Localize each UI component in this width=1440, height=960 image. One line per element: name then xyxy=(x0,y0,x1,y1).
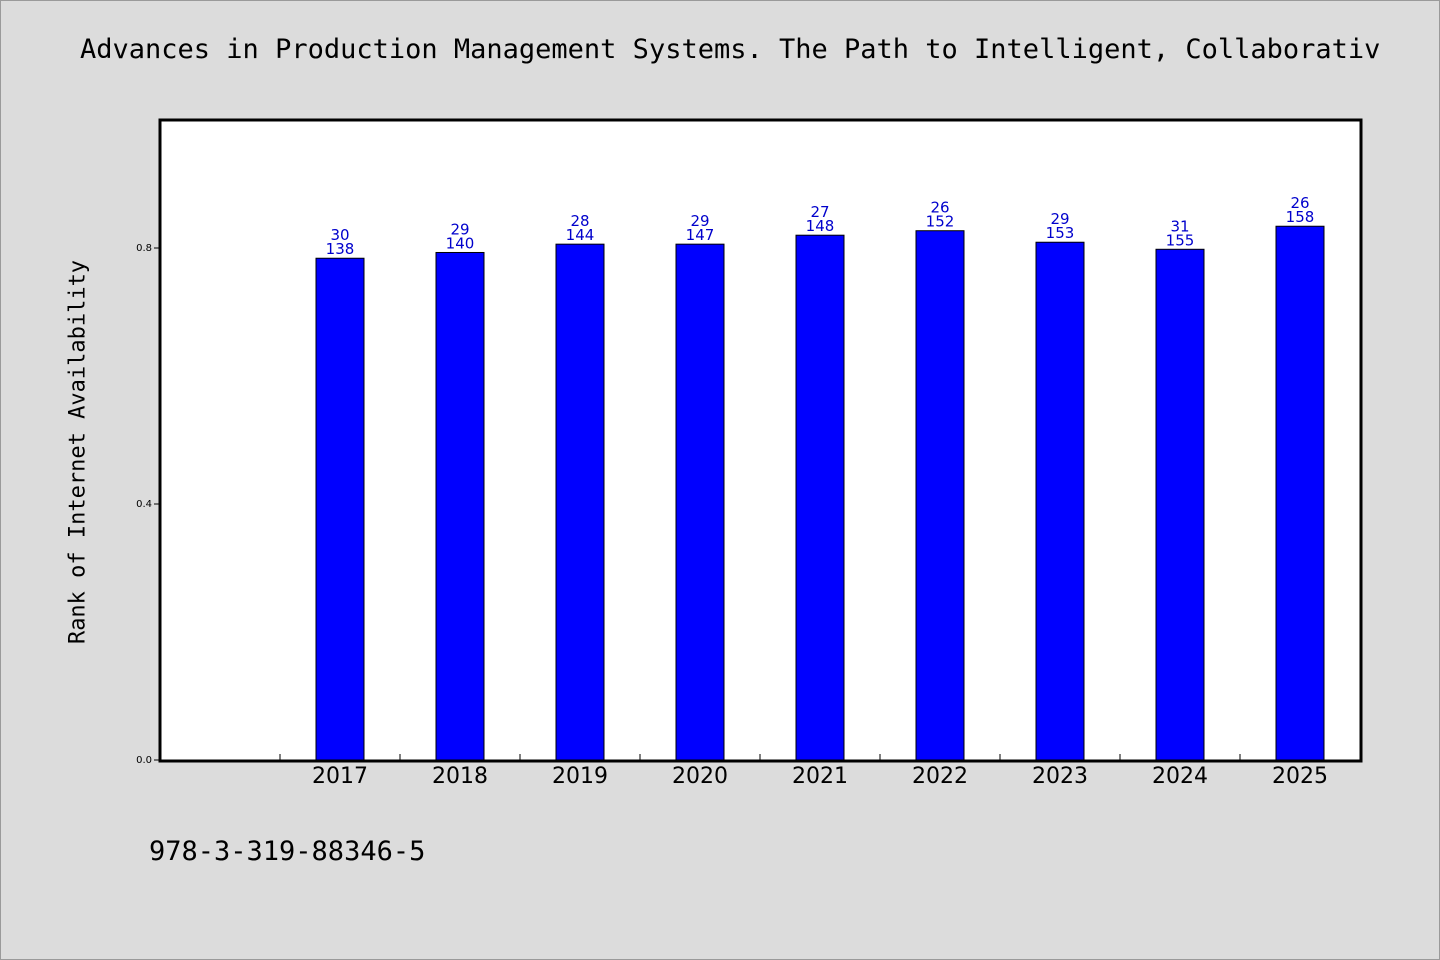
isbn-footer: 978-3-319-88346-5 xyxy=(149,836,426,867)
bar-label-bottom: 158 xyxy=(1286,208,1315,226)
bar-label-bottom: 153 xyxy=(1046,224,1075,242)
chart-title: Advances in Production Management System… xyxy=(80,34,1381,65)
x-tick-label: 2018 xyxy=(432,764,488,789)
x-tick-label: 2019 xyxy=(552,764,608,789)
bar-2019 xyxy=(555,243,605,761)
y-tick-label: 0.0 xyxy=(136,755,152,766)
bar-label-top: 29 xyxy=(450,220,469,238)
x-tick-label: 2020 xyxy=(672,764,728,789)
bar-2020 xyxy=(675,243,725,761)
y-axis-label: Rank of Internet Availability xyxy=(65,259,91,645)
y-tick-label: 0.4 xyxy=(136,499,152,510)
bar-label-top: 26 xyxy=(930,199,949,217)
bar-label-top: 27 xyxy=(810,203,829,221)
bar-label-bottom: 144 xyxy=(566,226,595,244)
x-tick-label: 2023 xyxy=(1032,764,1088,789)
y-tick-label: 0.8 xyxy=(136,243,152,254)
x-tick-label: 2017 xyxy=(312,764,368,789)
bar-2018 xyxy=(435,251,485,761)
bar-2022 xyxy=(915,230,965,761)
bar-2024 xyxy=(1155,248,1205,761)
bar-label-top: 29 xyxy=(1050,210,1069,228)
bar-label-bottom: 147 xyxy=(686,226,715,244)
bar-label-top: 29 xyxy=(690,212,709,230)
bar-label-bottom: 140 xyxy=(446,234,475,252)
x-tick-label: 2021 xyxy=(792,764,848,789)
bar-label-bottom: 152 xyxy=(926,213,955,231)
x-tick-label: 2024 xyxy=(1152,764,1208,789)
bar-label-top: 30 xyxy=(330,226,349,244)
bar-2017 xyxy=(315,257,365,761)
bar-2025 xyxy=(1275,225,1325,761)
bar-2021 xyxy=(795,234,845,761)
bar-2023 xyxy=(1035,241,1085,761)
x-tick-label: 2022 xyxy=(912,764,968,789)
bar-label-bottom: 155 xyxy=(1166,231,1195,249)
bar-label-top: 28 xyxy=(570,212,589,230)
x-tick-label: 2025 xyxy=(1272,764,1328,789)
bar-label-bottom: 138 xyxy=(326,240,355,258)
bar-label-top: 26 xyxy=(1290,194,1309,212)
bar-label-top: 31 xyxy=(1170,217,1189,235)
bar-label-bottom: 148 xyxy=(806,217,835,235)
plot-border xyxy=(158,118,1363,763)
